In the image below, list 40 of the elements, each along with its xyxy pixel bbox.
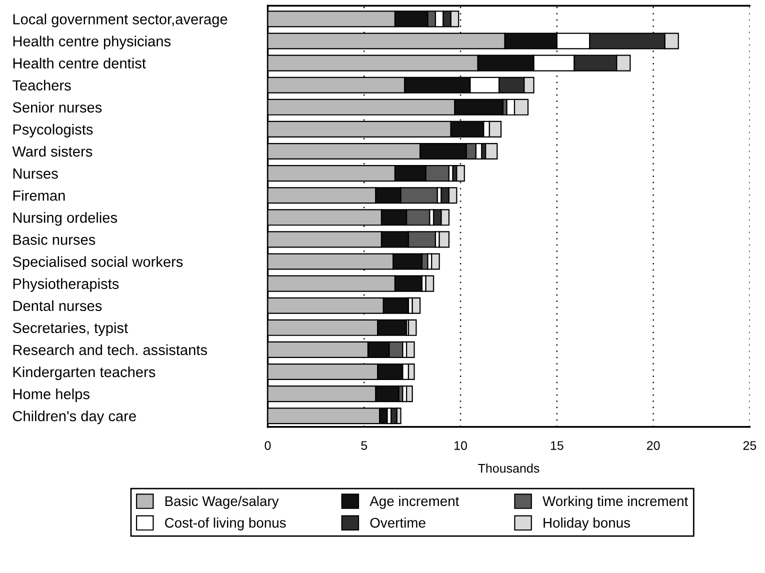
bar [406, 386, 413, 402]
y-tick-label: Kindergarten teachers [13, 366, 156, 380]
y-tick-label: Home helps [13, 388, 90, 402]
bar [412, 297, 421, 314]
legend-label: Basic Wage/salary [165, 496, 279, 509]
x-tick-label: 10 [454, 441, 467, 450]
bar [425, 275, 434, 292]
bar [431, 253, 440, 270]
y-tick-label: Specialised social workers [12, 256, 183, 270]
y-tick-label: Secretaries, typist [12, 322, 128, 336]
y-tick-label: Psycologists [13, 124, 93, 138]
y-tick-label: Fireman [13, 190, 65, 201]
y-tick-label: Basic nurses [13, 234, 96, 245]
x-tick-label: 20 [646, 441, 660, 450]
bar [485, 142, 498, 160]
y-tick-label: Physiotherapists [13, 278, 119, 292]
y-tick-label: Nurses [13, 168, 58, 179]
legend-label: Cost-of living bonus [165, 518, 286, 530]
bar [408, 319, 417, 336]
y-tick-label: Teachers [12, 80, 71, 91]
x-axis-title: Thousands [478, 464, 540, 473]
legend-label: Holiday bonus [544, 518, 630, 530]
y-tick-label: Senior nurses [12, 102, 102, 113]
x-tick-label: 5 [361, 441, 368, 450]
x-tick-label: 25 [743, 441, 756, 450]
y-tick-label: Nursing ordelies [13, 212, 118, 226]
bar [438, 231, 450, 248]
legend-label: Overtime [370, 518, 426, 528]
y-tick-label: Health centre physicians [13, 36, 171, 50]
bar [406, 341, 415, 358]
y-tick-label: Health centre dentist [13, 58, 146, 68]
y-tick-label: Ward sisters [12, 146, 92, 157]
legend-label: Working time increment [542, 496, 688, 509]
y-tick-label: Research and tech. assistants [13, 344, 208, 356]
legend-label: Age increment [370, 496, 460, 509]
x-tick-label: 0 [264, 441, 271, 450]
y-tick-label: Children's day care [12, 410, 136, 424]
y-tick-label: Local government sector,average [13, 14, 228, 28]
y-tick-label: Dental nurses [13, 300, 102, 312]
x-tick-label: 15 [550, 441, 564, 450]
